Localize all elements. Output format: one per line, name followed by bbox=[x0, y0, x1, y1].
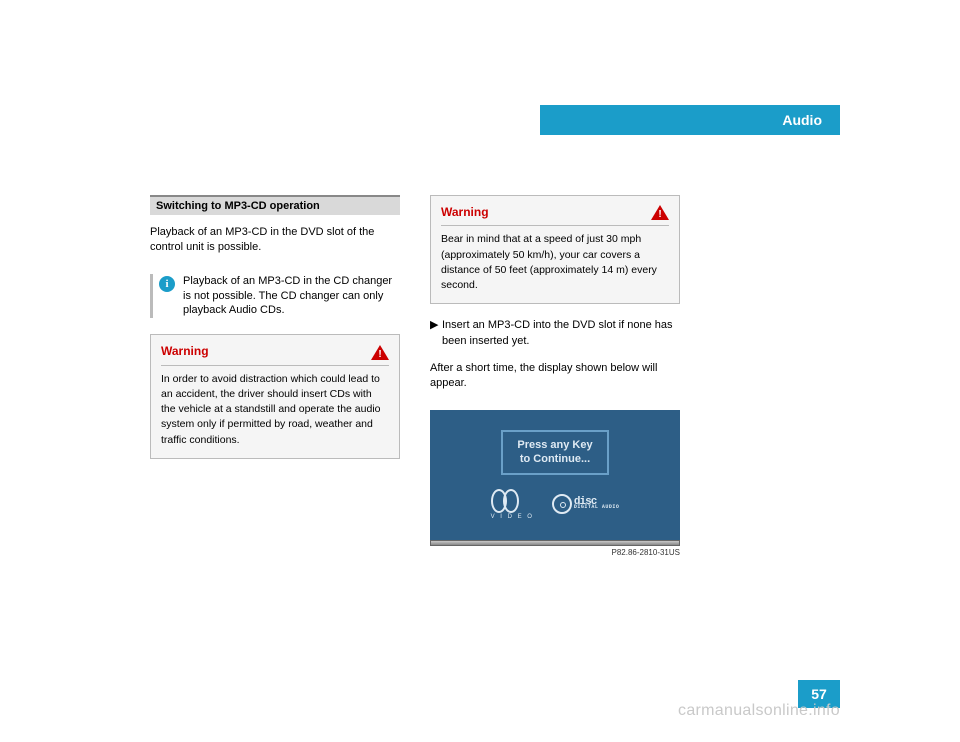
screen-playbar bbox=[430, 540, 680, 546]
warning-header-2: Warning bbox=[441, 204, 669, 226]
step-result: After a short time, the display shown be… bbox=[430, 361, 680, 392]
page-content: Switching to MP3-CD operation Playback o… bbox=[150, 195, 690, 555]
column-left: Switching to MP3-CD operation Playback o… bbox=[150, 195, 400, 555]
warning-icon bbox=[371, 345, 389, 360]
dvd-video-icon: V I D E O bbox=[491, 489, 534, 520]
warning-body-2: Bear in mind that at a speed of just 30 … bbox=[441, 232, 669, 293]
warning-box-2: Warning Bear in mind that at a speed of … bbox=[430, 195, 680, 304]
warning-title-2: Warning bbox=[441, 204, 489, 221]
screen-illustration: Press any Key to Continue... V I D E O d… bbox=[430, 410, 680, 555]
warning-header: Warning bbox=[161, 343, 389, 365]
watermark: carmanualsonline.info bbox=[678, 702, 840, 720]
info-icon bbox=[159, 276, 175, 292]
prompt-line2: to Continue... bbox=[517, 452, 592, 466]
screen-prompt: Press any Key to Continue... bbox=[501, 430, 608, 475]
screen-caption: P82.86-2810-31US bbox=[430, 548, 680, 557]
dvd-label: V I D E O bbox=[491, 514, 534, 520]
screen-logo-row: V I D E O disc DIGITAL AUDIO bbox=[491, 489, 620, 520]
cd-text-bottom: DIGITAL AUDIO bbox=[574, 506, 620, 510]
section-heading: Switching to MP3-CD operation bbox=[150, 195, 400, 215]
warning-icon bbox=[651, 205, 669, 220]
triangle-bullet-icon: ▶ bbox=[430, 318, 436, 349]
compact-disc-icon: disc DIGITAL AUDIO bbox=[552, 494, 620, 514]
warning-body: In order to avoid distraction which coul… bbox=[161, 372, 389, 448]
column-right: Warning Bear in mind that at a speed of … bbox=[430, 195, 680, 555]
intro-text: Playback of an MP3-CD in the DVD slot of… bbox=[150, 225, 400, 256]
warning-box: Warning In order to avoid distraction wh… bbox=[150, 334, 400, 458]
screen-body: Press any Key to Continue... V I D E O d… bbox=[430, 410, 680, 540]
instruction-step: ▶ Insert an MP3-CD into the DVD slot if … bbox=[430, 318, 680, 349]
warning-title: Warning bbox=[161, 343, 209, 360]
prompt-line1: Press any Key bbox=[517, 438, 592, 452]
step-text: Insert an MP3-CD into the DVD slot if no… bbox=[442, 318, 680, 349]
info-text: Playback of an MP3-CD in the CD changer … bbox=[183, 274, 400, 319]
section-tab: Audio bbox=[540, 105, 840, 135]
info-note: Playback of an MP3-CD in the CD changer … bbox=[150, 274, 400, 319]
